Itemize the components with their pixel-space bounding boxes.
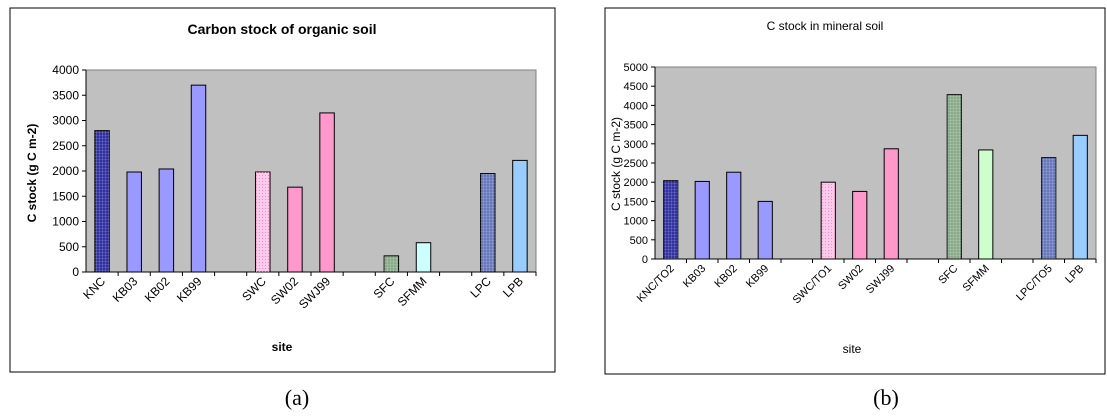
- x-axis-label: site: [843, 342, 862, 356]
- y-tick-label: 2500: [624, 158, 648, 170]
- bar: [415, 242, 432, 273]
- bar: [190, 84, 207, 273]
- chart-title: C stock in mineral soil: [767, 19, 884, 33]
- y-tick-label: 4000: [52, 63, 79, 77]
- y-tick-label: 2000: [624, 177, 648, 189]
- bar-pattern: [947, 94, 962, 259]
- bar: [1072, 134, 1088, 260]
- bar: [757, 200, 773, 260]
- chart-panel-mineral-soil: C stock in mineral soil 0 500 1000 1500 2000…: [560, 0, 1107, 419]
- y-tick-label: 4000: [624, 100, 648, 112]
- x-axis-label: site: [272, 340, 293, 354]
- bar-pattern: [480, 173, 496, 272]
- y-tick-label: 1000: [52, 215, 79, 229]
- bar: [158, 168, 175, 273]
- bar: [319, 112, 335, 273]
- bar-pattern: [255, 172, 271, 272]
- y-tick-label: 3500: [624, 120, 648, 132]
- y-tick-label: 1000: [624, 216, 648, 228]
- y-tick-label: 500: [630, 235, 648, 247]
- plot-background: [654, 66, 1097, 260]
- bar: [126, 171, 142, 273]
- bar-pattern: [384, 255, 399, 272]
- bar-pattern: [1041, 157, 1056, 259]
- bar: [883, 148, 899, 260]
- bar: [978, 149, 994, 260]
- y-axis-label: C stock (g C m-2): [25, 124, 39, 223]
- caption-a: (a): [284, 385, 310, 410]
- chart-mineral-soil: C stock in mineral soil 0 500 1000 1500 2000…: [604, 7, 1106, 375]
- chart-title: Carbon stock of organic soil: [187, 21, 376, 37]
- bar-pattern: [663, 180, 678, 259]
- y-tick-label: 500: [59, 240, 79, 254]
- y-tick-label: 2000: [52, 164, 79, 178]
- bar-pattern: [821, 182, 836, 259]
- y-tick-label: 5000: [624, 62, 648, 74]
- chart-organic-soil: Carbon stock of organic soil 0 500 1000 150…: [9, 7, 556, 373]
- bar: [694, 180, 710, 260]
- y-tick-label: 1500: [52, 189, 79, 203]
- y-tick-label: 0: [642, 254, 648, 266]
- chart-panel-organic-soil: Carbon stock of organic soil 0 500 1000 150…: [9, 7, 556, 410]
- plot-background: [85, 69, 537, 273]
- y-tick-label: 3000: [624, 139, 648, 151]
- bar: [512, 159, 528, 273]
- caption-b: (b): [873, 385, 899, 410]
- y-tick-label: 0: [72, 265, 79, 279]
- y-axis-label: C stock (g C m-2): [609, 117, 623, 211]
- y-tick-label: 2500: [52, 139, 79, 153]
- y-tick-label: 3500: [52, 88, 79, 102]
- bar-pattern: [94, 130, 110, 272]
- bar: [287, 186, 303, 273]
- y-tick-label: 4500: [624, 81, 648, 93]
- bar: [726, 171, 742, 260]
- y-tick-label: 3000: [52, 114, 79, 128]
- y-tick-label: 1500: [624, 196, 648, 208]
- bar: [852, 190, 868, 260]
